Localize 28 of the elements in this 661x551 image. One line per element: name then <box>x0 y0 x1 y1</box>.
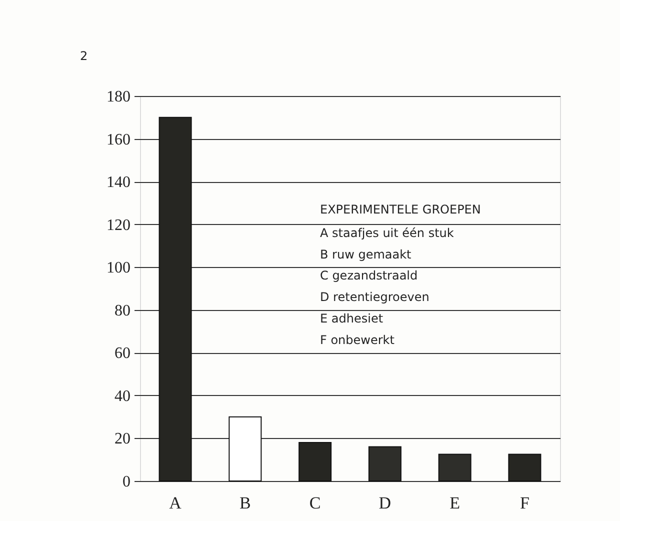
bar <box>228 416 262 482</box>
y-tick-label: 160 <box>106 131 130 148</box>
y-tick-label: 180 <box>106 88 130 106</box>
y-tick-label: 80 <box>114 302 130 320</box>
y-tick-label: 120 <box>106 216 130 234</box>
bar <box>158 116 192 482</box>
x-tick-label: E <box>450 494 460 512</box>
y-tick-label: 20 <box>114 430 130 448</box>
x-tick-label: C <box>309 494 321 512</box>
x-tick-label: D <box>378 494 392 512</box>
y-tick-label: 60 <box>114 345 130 362</box>
annotation: C gezandstraald <box>320 268 418 283</box>
annotation: D retentiegroeven <box>320 290 430 304</box>
x-tick-label: B <box>240 494 251 512</box>
bar <box>508 454 542 482</box>
y-tick-label: 140 <box>106 174 130 192</box>
annotation: EXPERIMENTELE GROEPEN <box>320 202 481 217</box>
bar <box>298 442 332 482</box>
text: 2 <box>80 49 88 63</box>
x-tick-label: F <box>520 494 530 512</box>
y-tick-label: 0 <box>122 474 130 490</box>
annotation: F onbewerkt <box>320 332 395 347</box>
y-tick-label: 40 <box>114 388 130 405</box>
x-tick-label: A <box>169 494 182 512</box>
annotation: E adhesiet <box>320 312 384 326</box>
annotation: A staafjes uit één stuk <box>320 226 454 240</box>
annotation: B ruw gemaakt <box>320 247 412 262</box>
y-tick-label: 100 <box>106 260 130 277</box>
